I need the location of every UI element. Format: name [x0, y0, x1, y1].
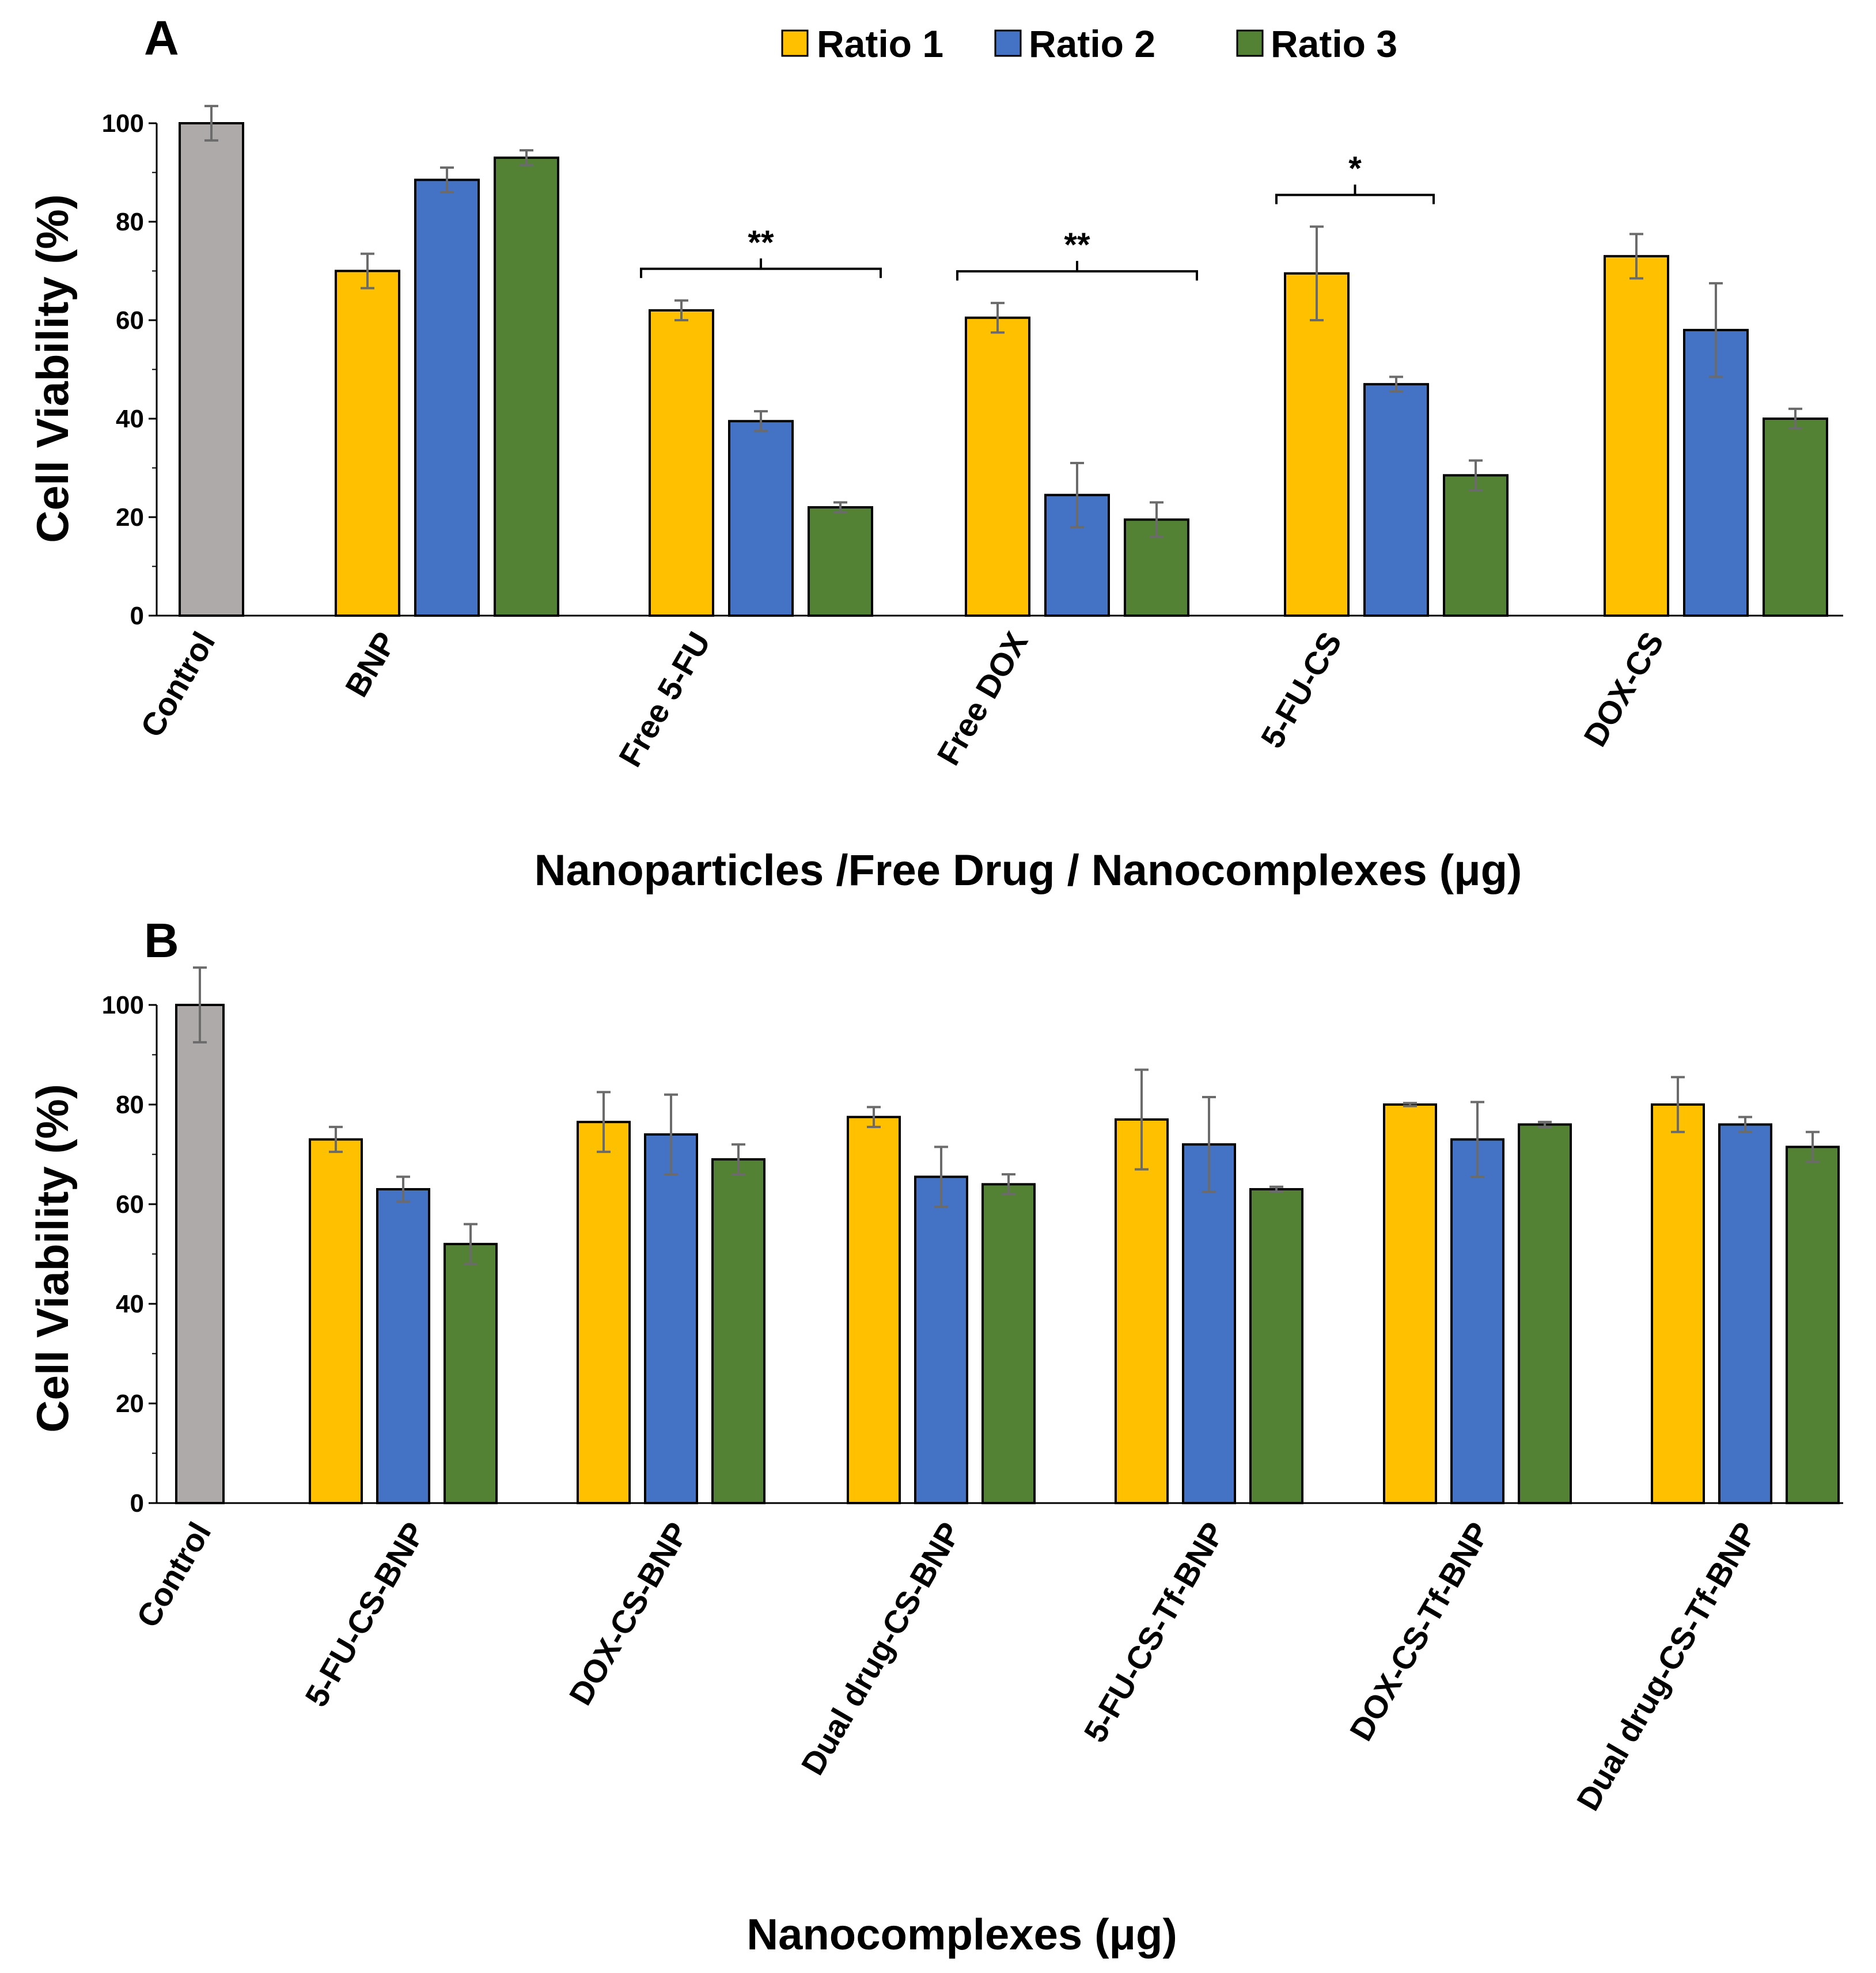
category-label: Control [133, 626, 222, 743]
bar-ratio-2 [1182, 1143, 1236, 1504]
bar-ratio-1 [1383, 1103, 1437, 1504]
y-tick-label: 80 [116, 208, 144, 236]
y-tick-label: 80 [116, 1091, 144, 1119]
legend: Ratio 1 Ratio 2 Ratio 3 [781, 22, 1397, 65]
significance-label: * [1348, 150, 1362, 188]
y-axis-label-b: Cell Viability (%) [27, 1084, 78, 1432]
bar-ratio-3 [444, 1243, 498, 1504]
bar-ratio-1 [1651, 1103, 1705, 1504]
category-label: 5-FU-CS-Tf-BNP [1077, 1516, 1231, 1748]
x-axis-label-b: Nanocomplexes (μg) [746, 1910, 1177, 1959]
y-tick-label: 0 [130, 1489, 144, 1517]
bar-ratio-2 [1718, 1123, 1772, 1504]
category-label: 5-FU-CS-BNP [298, 1516, 432, 1713]
bar-ratio-3 [808, 506, 873, 617]
category-label: Control [129, 1516, 218, 1634]
y-tick-label: 60 [116, 1190, 144, 1219]
significance-bracket [640, 258, 882, 278]
x-axis-label-a: Nanoparticles /Free Drug / Nanocomplexes… [535, 846, 1522, 895]
legend-label-ratio-2: Ratio 2 [1029, 22, 1155, 65]
category-labels-a: Control BNP Free 5-FU Free DOX 5-FU-CS DOX-CS [133, 626, 1670, 773]
category-label: DOX-CS-BNP [562, 1516, 695, 1712]
panel-letter-b: B [144, 913, 179, 967]
bar-ratio-1 [309, 1138, 363, 1505]
legend-swatch-ratio-2 [994, 29, 1022, 57]
y-tick-label: 100 [102, 109, 144, 138]
category-label: DOX-CS-Tf-BNP [1343, 1516, 1497, 1747]
legend-label-ratio-3: Ratio 3 [1271, 22, 1397, 65]
bar-ratio-3 [1249, 1188, 1303, 1505]
category-label: 5-FU-CS [1253, 626, 1348, 754]
significance-bracket [956, 261, 1198, 281]
legend-swatch-ratio-3 [1236, 29, 1264, 57]
bar-ratio-3 [494, 156, 559, 617]
bar-ratio-3 [1443, 474, 1509, 617]
bar-ratio-1 [1604, 255, 1669, 617]
y-tick-label: 40 [116, 405, 144, 433]
bar-ratio-2 [644, 1133, 698, 1504]
y-tick-label: 20 [116, 1390, 144, 1418]
bar-ratio-1 [649, 309, 714, 617]
category-label: Dual drug-CS-Tf-BNP [1570, 1516, 1764, 1817]
bar-ratio-3 [711, 1158, 765, 1504]
bar-ratio-2 [1450, 1138, 1504, 1505]
legend-label-ratio-1: Ratio 1 [817, 22, 943, 65]
bar-control [179, 122, 244, 617]
bars-b [175, 1004, 1840, 1505]
y-tick-label: 20 [116, 503, 144, 532]
significance-a: ** *** [640, 150, 1435, 281]
category-labels-b: Control 5-FU-CS-BNP DOX-CS-BNP Dual drug-CS… [129, 1516, 1764, 1817]
bar-ratio-2 [414, 179, 480, 617]
y-tick-label: 40 [116, 1290, 144, 1318]
bar-ratio-3 [1786, 1145, 1840, 1504]
significance-label: ** [1064, 226, 1090, 264]
bar-ratio-1 [577, 1121, 631, 1504]
bar-ratio-2 [728, 420, 794, 617]
bar-ratio-1 [335, 270, 400, 617]
significance-bracket [1275, 184, 1435, 204]
significance-label: ** [748, 224, 774, 261]
bar-ratio-1 [1115, 1118, 1169, 1504]
bar-ratio-1 [965, 316, 1030, 617]
bar-ratio-1 [1284, 272, 1350, 617]
bar-ratio-1 [847, 1115, 901, 1504]
bar-ratio-2 [376, 1188, 430, 1505]
category-label: DOX-CS [1576, 626, 1670, 753]
panel-letter-a: A [144, 11, 179, 65]
bar-ratio-3 [981, 1183, 1036, 1504]
y-axis-b: 0 20 40 60 80 100 [102, 991, 1843, 1517]
chart-panel-b: B 0 20 40 60 80 100 Control 5-FU-CS-BNP DOX-CS-… [27, 913, 1843, 1959]
y-axis-label-a: Cell Viability (%) [27, 194, 78, 542]
bar-ratio-3 [1518, 1123, 1572, 1504]
bar-ratio-3 [1763, 418, 1828, 617]
y-tick-label: 60 [116, 306, 144, 335]
error-bars-a [204, 105, 1802, 538]
error-bars-b [193, 966, 1820, 1265]
category-label: Free 5-FU [612, 626, 718, 773]
category-label: Free DOX [930, 626, 1034, 772]
category-label: Dual drug-CS-BNP [794, 1516, 968, 1781]
legend-swatch-ratio-1 [781, 29, 809, 57]
bar-control [175, 1004, 225, 1504]
bar-ratio-2 [1363, 383, 1429, 617]
category-label: BNP [338, 626, 404, 703]
y-tick-label: 100 [102, 991, 144, 1019]
bar-ratio-2 [914, 1175, 968, 1505]
bars-a [179, 122, 1828, 617]
y-tick-label: 0 [130, 602, 144, 630]
